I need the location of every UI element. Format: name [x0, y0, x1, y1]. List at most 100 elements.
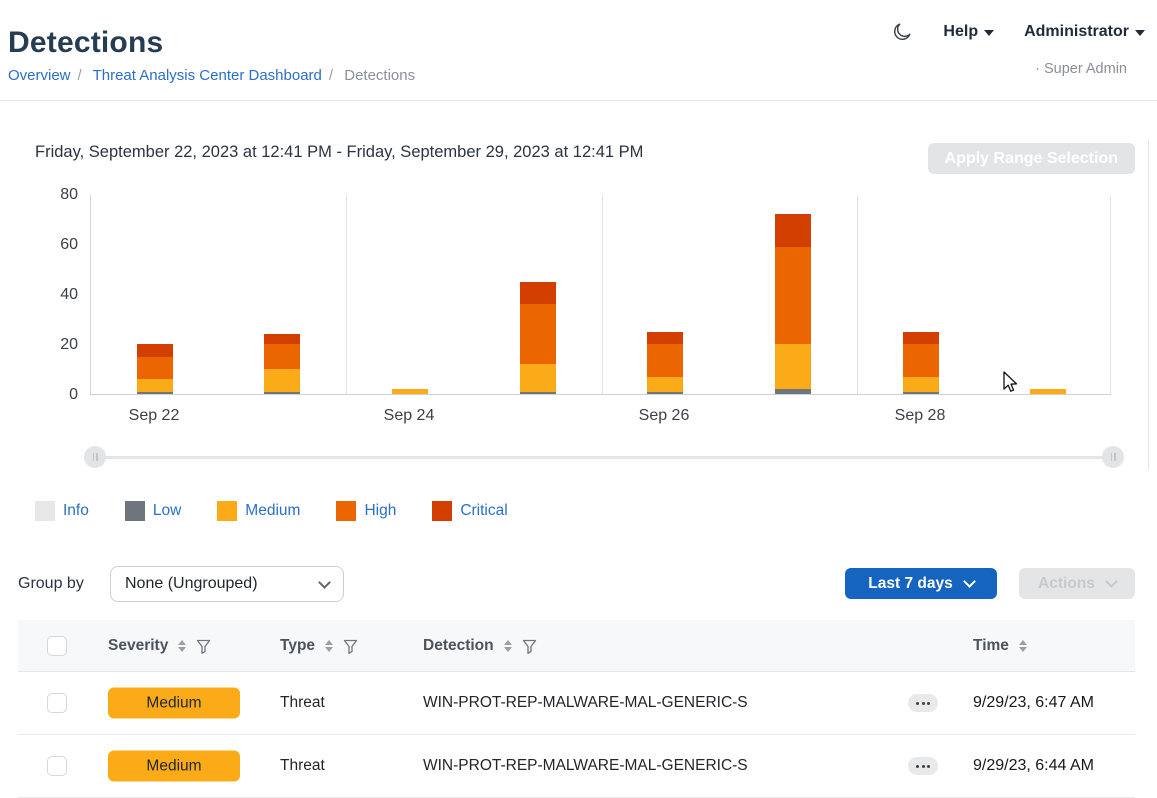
legend-label: Medium — [245, 502, 301, 519]
column-header-type[interactable]: Type — [280, 620, 358, 672]
bar-segment-high[interactable] — [137, 356, 173, 379]
time-range-button[interactable]: Last 7 days — [845, 568, 997, 599]
y-axis-tick: 0 — [69, 386, 78, 403]
bar-segment-low[interactable] — [137, 391, 173, 394]
column-label: Severity — [108, 637, 169, 654]
bar-segment-high[interactable] — [775, 246, 811, 344]
apply-range-selection-button[interactable]: Apply Range Selection — [927, 143, 1135, 174]
bar-segment-low[interactable] — [903, 391, 939, 394]
bar-segment-critical[interactable] — [137, 344, 173, 357]
legend-item-critical[interactable]: Critical — [432, 501, 508, 521]
bar-segment-medium[interactable] — [520, 364, 556, 392]
sort-icon[interactable] — [325, 640, 334, 652]
bar-segment-medium[interactable] — [264, 369, 300, 392]
stacked-bar-sep-22[interactable] — [137, 344, 173, 394]
bar-segment-medium[interactable] — [775, 344, 811, 389]
legend-item-medium[interactable]: Medium — [217, 501, 300, 521]
breadcrumb-tac-dashboard[interactable]: Threat Analysis Center Dashboard — [92, 67, 322, 84]
stacked-bar-sep-27[interactable] — [775, 214, 811, 394]
y-axis-tick: 60 — [60, 236, 78, 253]
help-menu[interactable]: Help — [943, 23, 995, 41]
actions-button[interactable]: Actions — [1019, 568, 1135, 599]
stacked-bar-sep-24[interactable] — [392, 389, 428, 394]
chart-plot-area[interactable] — [90, 195, 1111, 395]
dark-mode-icon[interactable] — [891, 21, 913, 43]
bar-segment-low[interactable] — [264, 391, 300, 394]
stacked-bar-sep-26[interactable] — [647, 331, 683, 394]
bar-segment-low[interactable] — [775, 389, 811, 394]
chevron-down-icon — [1135, 30, 1145, 36]
severity-badge: Medium — [108, 750, 240, 782]
x-axis-tick: Sep 26 — [638, 407, 690, 424]
bar-segment-critical[interactable] — [647, 331, 683, 344]
date-range-label: Friday, September 22, 2023 at 12:41 PM -… — [35, 143, 644, 161]
bar-segment-medium[interactable] — [392, 389, 428, 394]
x-axis-tick: Sep 22 — [128, 407, 180, 424]
sort-icon[interactable] — [178, 640, 187, 652]
legend-label: Critical — [460, 502, 508, 519]
bar-segment-medium[interactable] — [1030, 389, 1066, 394]
bar-segment-critical[interactable] — [775, 214, 811, 247]
type-cell: Threat — [280, 694, 325, 711]
row-checkbox[interactable] — [47, 693, 67, 713]
legend-swatch-medium — [217, 501, 238, 521]
stacked-bar-sep-28[interactable] — [903, 331, 939, 394]
chevron-down-icon — [1105, 575, 1118, 588]
x-axis-tick: Sep 24 — [383, 407, 435, 424]
stacked-bar-sep-23[interactable] — [264, 334, 300, 394]
bar-segment-high[interactable] — [903, 344, 939, 377]
sort-icon[interactable] — [503, 640, 512, 652]
group-by-label: Group by — [18, 575, 84, 592]
column-header-time[interactable]: Time — [973, 620, 1027, 672]
table-row[interactable]: Medium Threat WIN-PROT-REP-MALWARE-MAL-GEN… — [18, 672, 1135, 735]
sort-icon[interactable] — [1018, 640, 1027, 652]
slider-handle-left[interactable] — [84, 446, 106, 468]
stacked-bar-sep-25[interactable] — [520, 281, 556, 394]
bar-segment-critical[interactable] — [520, 281, 556, 304]
page-title: Detections — [8, 26, 164, 59]
y-axis-tick: 40 — [60, 286, 78, 303]
help-label: Help — [943, 23, 979, 40]
bar-segment-high[interactable] — [264, 344, 300, 369]
user-menu-label: Administrator — [1024, 23, 1129, 40]
bar-segment-medium[interactable] — [647, 376, 683, 392]
bar-segment-critical[interactable] — [903, 331, 939, 344]
time-range-label: Last 7 days — [868, 574, 953, 592]
filter-icon[interactable] — [522, 639, 537, 654]
chevron-down-icon — [962, 575, 976, 588]
filter-icon[interactable] — [196, 639, 211, 654]
column-label: Type — [280, 637, 316, 654]
stacked-bar-sep-29[interactable] — [1030, 389, 1066, 394]
gridline — [602, 195, 603, 394]
bar-segment-high[interactable] — [647, 344, 683, 377]
legend-item-low[interactable]: Low — [124, 501, 181, 521]
bar-segment-medium[interactable] — [903, 376, 939, 392]
breadcrumb-overview[interactable]: Overview — [8, 67, 71, 84]
bar-segment-high[interactable] — [520, 304, 556, 364]
filter-icon[interactable] — [343, 639, 358, 654]
user-menu[interactable]: Administrator — [1024, 23, 1145, 41]
legend-swatch-critical — [432, 501, 453, 521]
legend-item-info[interactable]: Info — [35, 501, 89, 521]
severity-badge: Medium — [108, 687, 240, 719]
row-more-actions-button[interactable] — [908, 694, 938, 712]
y-axis-tick: 20 — [60, 336, 78, 353]
bar-segment-critical[interactable] — [264, 334, 300, 344]
time-cell: 9/29/23, 6:44 AM — [973, 757, 1094, 774]
slider-track[interactable] — [95, 456, 1113, 459]
column-header-detection[interactable]: Detection — [423, 620, 537, 672]
bar-segment-low[interactable] — [520, 391, 556, 394]
table-row[interactable]: Medium Threat WIN-PROT-REP-MALWARE-MAL-GEN… — [18, 735, 1135, 798]
row-checkbox[interactable] — [47, 756, 67, 776]
bar-segment-medium[interactable] — [137, 379, 173, 392]
slider-handle-right[interactable] — [1102, 446, 1124, 468]
x-axis-tick: Sep 28 — [894, 407, 946, 424]
column-header-severity[interactable]: Severity — [108, 620, 211, 672]
bar-segment-low[interactable] — [647, 391, 683, 394]
select-all-checkbox[interactable] — [47, 635, 67, 656]
row-more-actions-button[interactable] — [908, 757, 938, 775]
group-by-select[interactable]: None (Ungrouped) — [110, 566, 344, 602]
legend-item-high[interactable]: High — [336, 501, 396, 521]
chart-range-slider — [0, 444, 1157, 470]
legend-swatch-low — [124, 501, 145, 521]
